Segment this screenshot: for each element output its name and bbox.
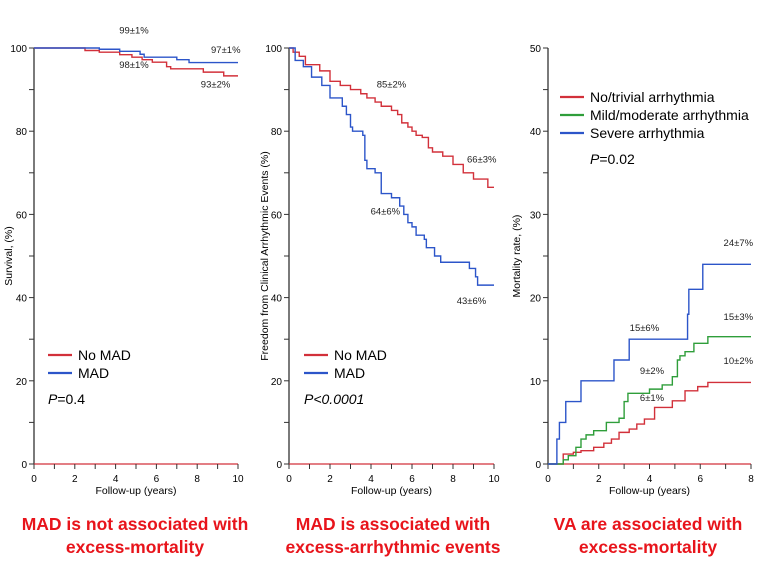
y-tick-label: 80 [16,127,28,138]
caption-2-line-1: MAD is associated with [295,514,491,534]
p-value-text: =0.02 [599,151,635,167]
caption-2-line-2: excess-arrhythmic events [285,537,501,557]
data-label: 85±2% [377,80,407,91]
p-symbol: P [304,391,314,407]
y-tick-label: 60 [271,210,283,221]
y-tick-label: 20 [16,377,28,388]
data-label: 93±2% [201,80,231,91]
series-line-no-trivial-arrhythmia [548,381,751,465]
x-tick-label: 2 [327,474,333,485]
data-label: 97±1% [211,45,241,56]
y-tick-label: 40 [530,127,542,138]
series-line-mild-moderate-arrhythmia [548,336,751,465]
caption-3-line-1: VA are associated with [553,514,743,534]
x-tick-label: 10 [488,474,500,485]
x-tick-label: 0 [31,474,37,485]
x-axis-label: Follow-up (years) [95,485,176,497]
p-value-text: <0.0001 [313,391,364,407]
p-value: P=0.4 [48,391,85,407]
x-tick-label: 8 [748,474,754,485]
data-label: 66±3% [467,154,497,165]
legend-label: No/trivial arrhythmia [590,89,715,105]
data-label: 15±6% [630,323,660,334]
caption-1-line-2: excess-mortality [65,537,205,557]
x-tick-label: 4 [113,474,119,485]
y-tick-label: 50 [530,44,542,55]
y-tick-label: 20 [530,294,542,305]
y-axis-label: Freedom from Clinical Arrhythmic Events … [259,151,271,360]
data-label: 99±1% [119,25,149,36]
y-tick-label: 10 [530,377,542,388]
series-line-mad [34,47,238,64]
data-label: 10±2% [724,356,754,367]
p-symbol: P [590,151,600,167]
p-symbol: P [48,391,58,407]
x-axis-label: Follow-up (years) [609,485,690,497]
y-tick-label: 20 [271,377,283,388]
p-value: P<0.0001 [304,391,364,407]
y-tick-label: 60 [16,210,28,221]
x-tick-label: 10 [232,474,244,485]
y-tick-label: 30 [530,210,542,221]
series-line-no-mad [289,47,494,189]
y-tick-label: 40 [16,294,28,305]
legend-label: No MAD [78,347,131,363]
data-label: 15±3% [724,312,754,323]
p-value: P=0.02 [590,151,635,167]
x-tick-label: 4 [368,474,374,485]
x-axis-label: Follow-up (years) [351,485,432,497]
legend-label: MAD [334,365,365,381]
data-label: 6±1% [640,393,665,404]
y-axis-label: Mortality rate, (%) [511,215,523,298]
caption-3-line-2: excess-mortality [578,537,718,557]
y-tick-label: 100 [10,44,27,55]
y-tick-label: 80 [271,127,283,138]
legend-label: MAD [78,365,109,381]
p-value-text: =0.4 [57,391,85,407]
caption-1: MAD is not associated with excess-mortali… [10,513,260,559]
legend-label: Severe arrhythmia [590,125,705,141]
legend-label: Mild/moderate arrhythmia [590,107,749,123]
y-axis-label: Survival, (%) [3,226,15,286]
data-label: 43±6% [457,296,487,307]
data-label: 9±2% [640,366,665,377]
x-tick-label: 6 [409,474,415,485]
series-line-no-mad [34,47,238,77]
caption-3: VA are associated with excess-mortality [523,513,760,559]
data-label: 24±7% [724,238,754,249]
x-tick-label: 0 [286,474,292,485]
x-tick-label: 4 [647,474,653,485]
y-tick-label: 40 [271,294,283,305]
caption-2: MAD is associated with excess-arrhythmic … [268,513,518,559]
y-tick-label: 0 [21,460,27,471]
x-tick-label: 8 [194,474,200,485]
data-label: 98±1% [119,60,149,71]
x-tick-label: 0 [545,474,551,485]
series-line-mad [289,47,494,286]
x-tick-label: 8 [450,474,456,485]
data-label: 64±6% [371,206,401,217]
x-tick-label: 2 [72,474,78,485]
y-tick-label: 0 [276,460,282,471]
x-tick-label: 6 [697,474,703,485]
legend-label: No MAD [334,347,387,363]
x-tick-label: 2 [596,474,602,485]
chart-panel-3: 0 2 4 6 8 0 10 20 30 40 50 Follow-up (years) Mortali… [511,44,754,497]
y-tick-label: 100 [265,44,282,55]
caption-1-line-1: MAD is not associated with [21,514,249,534]
series-line-severe-arrhythmia [548,263,751,465]
y-tick-label: 0 [535,460,541,471]
x-tick-label: 6 [154,474,160,485]
